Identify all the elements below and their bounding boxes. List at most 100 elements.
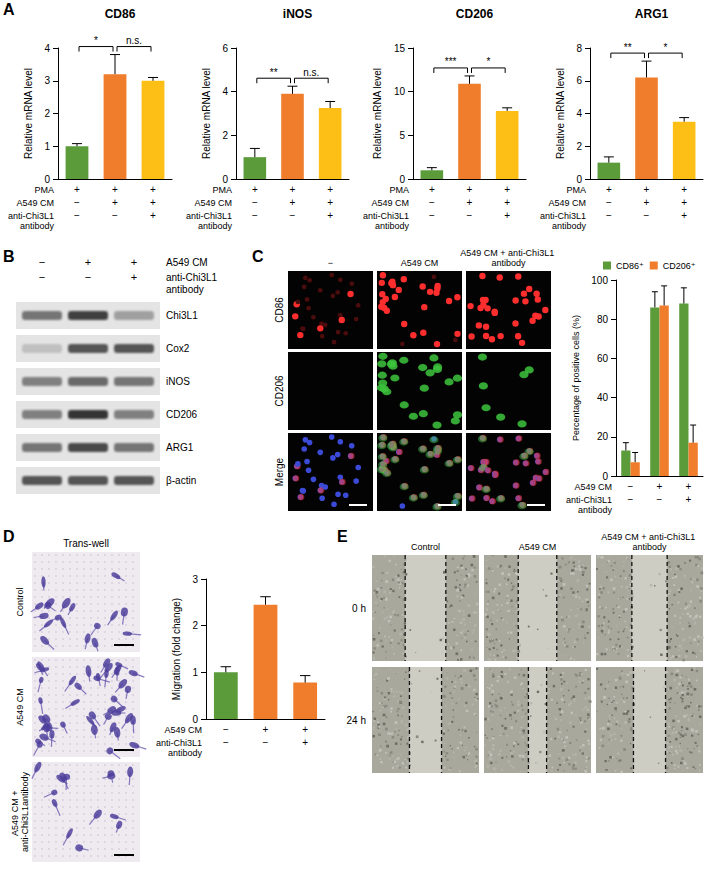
svg-text:A549 CM: A549 CM: [371, 198, 409, 208]
svg-text:Relative mRNA level: Relative mRNA level: [201, 68, 212, 159]
svg-text:A549 CM: A549 CM: [401, 258, 439, 268]
svg-text:A549 CM: A549 CM: [548, 198, 586, 208]
svg-text:+: +: [681, 210, 687, 221]
svg-text:+: +: [290, 197, 296, 208]
svg-text:−: −: [252, 197, 258, 208]
svg-text:+: +: [150, 197, 156, 208]
svg-text:PMA: PMA: [566, 185, 586, 195]
svg-text:2: 2: [44, 108, 50, 119]
svg-text:CD206: CD206: [274, 375, 285, 407]
svg-text:0: 0: [602, 471, 608, 482]
svg-text:1: 1: [44, 141, 50, 152]
svg-text:+: +: [302, 737, 308, 748]
svg-text:Migration (fold change): Migration (fold change): [171, 598, 182, 700]
svg-text:A549 CM: A549 CM: [166, 257, 208, 268]
svg-text:anti-Chi3L1 antibody: anti-Chi3L1 antibody: [166, 272, 220, 295]
svg-text:+: +: [290, 184, 296, 195]
svg-text:1: 1: [192, 667, 198, 678]
svg-text:Cox2: Cox2: [166, 343, 190, 354]
svg-text:100: 100: [591, 275, 608, 286]
svg-text:CD86: CD86: [274, 297, 285, 323]
svg-text:−: −: [85, 271, 91, 283]
svg-text:+: +: [112, 197, 118, 208]
svg-text:+: +: [131, 271, 137, 283]
svg-text:−: −: [263, 737, 269, 748]
svg-text:+: +: [252, 184, 258, 195]
svg-text:Control: Control: [15, 587, 25, 616]
svg-text:anti-Chi3L1: anti-Chi3L1: [8, 211, 54, 221]
svg-text:B: B: [3, 248, 15, 265]
svg-text:Relative mRNA level: Relative mRNA level: [372, 68, 383, 159]
svg-text:−: −: [657, 494, 663, 505]
svg-text:PMA: PMA: [34, 185, 54, 195]
svg-text:10: 10: [394, 86, 406, 97]
svg-text:*: *: [663, 42, 667, 53]
svg-text:−: −: [39, 256, 45, 268]
svg-text:+: +: [606, 184, 612, 195]
svg-text:+: +: [327, 184, 333, 195]
svg-text:80: 80: [597, 314, 609, 325]
svg-text:anti-Chi3L1: anti-Chi3L1: [566, 495, 612, 505]
svg-text:4: 4: [576, 108, 582, 119]
svg-text:antibody: antibody: [578, 505, 613, 515]
svg-text:Control: Control: [411, 542, 440, 552]
svg-text:+: +: [327, 210, 333, 221]
svg-text:+: +: [644, 197, 650, 208]
svg-text:+: +: [74, 184, 80, 195]
svg-text:+: +: [681, 184, 687, 195]
svg-text:20: 20: [597, 431, 609, 442]
svg-text:−: −: [223, 737, 229, 748]
svg-text:anti-Chi3L1: anti-Chi3L1: [540, 211, 586, 221]
svg-text:8: 8: [576, 43, 582, 54]
svg-text:+: +: [686, 494, 692, 505]
svg-text:β-actin: β-actin: [166, 475, 196, 486]
svg-text:6: 6: [576, 75, 582, 86]
svg-text:+: +: [85, 256, 91, 268]
svg-text:0 h: 0 h: [352, 603, 366, 614]
svg-text:−: −: [429, 210, 435, 221]
svg-text:+: +: [657, 481, 663, 492]
svg-text:*: *: [94, 35, 98, 46]
svg-text:−: −: [39, 271, 45, 283]
svg-text:ARG1: ARG1: [166, 442, 194, 453]
svg-text:−: −: [252, 210, 258, 221]
svg-text:−: −: [644, 210, 650, 221]
svg-text:ARG1: ARG1: [635, 7, 669, 21]
svg-text:0: 0: [44, 174, 50, 185]
svg-text:−: −: [328, 258, 333, 268]
svg-text:+: +: [327, 197, 333, 208]
svg-text:40: 40: [597, 392, 609, 403]
svg-text:A549 CM: A549 CM: [164, 725, 202, 735]
svg-text:C: C: [252, 248, 264, 265]
svg-text:+: +: [302, 724, 308, 735]
svg-text:Chi3L1: Chi3L1: [166, 310, 198, 321]
svg-text:D: D: [3, 528, 15, 545]
svg-text:n.s.: n.s.: [303, 67, 319, 78]
svg-text:2: 2: [576, 141, 582, 152]
svg-text:2: 2: [192, 620, 198, 631]
svg-text:iNOS: iNOS: [283, 7, 312, 21]
svg-text:+: +: [686, 481, 692, 492]
svg-text:0: 0: [576, 174, 582, 185]
svg-text:Relative mRNA level: Relative mRNA level: [555, 68, 566, 159]
svg-text:A: A: [3, 1, 15, 18]
svg-text:+: +: [150, 210, 156, 221]
svg-text:iNOS: iNOS: [166, 376, 190, 387]
svg-text:*: *: [486, 56, 490, 67]
svg-text:Merge: Merge: [274, 457, 285, 486]
svg-text:−: −: [112, 210, 118, 221]
svg-text:CD206⁺: CD206⁺: [663, 261, 696, 271]
svg-text:Percentage of positive cells (: Percentage of positive cells (%): [571, 315, 581, 441]
svg-text:**: **: [624, 42, 632, 53]
svg-text:4: 4: [222, 86, 228, 97]
svg-text:+: +: [504, 210, 510, 221]
svg-text:n.s.: n.s.: [126, 35, 142, 46]
svg-text:antibody: antibody: [198, 221, 233, 231]
svg-text:antibody: antibody: [375, 221, 410, 231]
svg-text:***: ***: [445, 56, 457, 67]
svg-text:24 h: 24 h: [347, 715, 366, 726]
svg-text:−: −: [628, 494, 634, 505]
svg-text:CD206: CD206: [166, 409, 198, 420]
svg-text:+: +: [504, 197, 510, 208]
svg-text:3: 3: [44, 75, 50, 86]
